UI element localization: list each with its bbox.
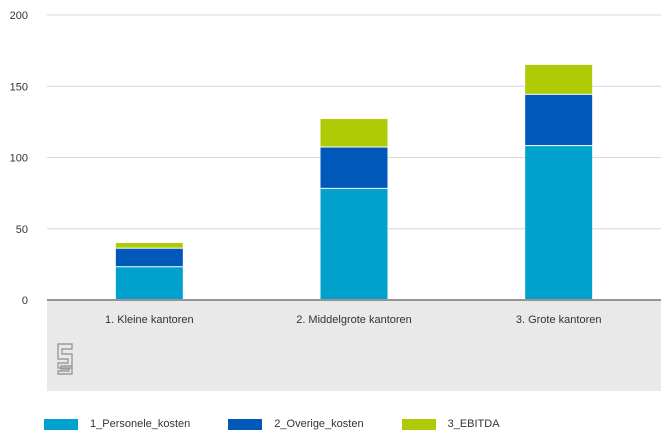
y-tick-label: 100	[10, 153, 28, 165]
legend-item-3: 3_EBITDA	[401, 418, 500, 430]
bar-segment-2	[525, 94, 593, 146]
bar-segment-1	[115, 267, 183, 299]
legend-label: 2_Overige_kosten	[274, 418, 364, 430]
bar-segment-3	[320, 119, 388, 147]
legend-swatch	[401, 418, 436, 430]
y-tick-label: 0	[22, 295, 28, 307]
bar-segment-3	[115, 243, 183, 248]
legend-item-2: 2_Overige_kosten	[228, 418, 364, 430]
bar-segment-2	[115, 248, 183, 267]
bar-segment-1	[525, 146, 593, 299]
legend-swatch	[228, 418, 263, 430]
legend-swatch	[44, 418, 78, 430]
y-tick-label: 200	[10, 10, 28, 22]
bar-segment-1	[320, 188, 388, 299]
bars	[115, 64, 593, 299]
category-label: 2. Middelgrote kantoren	[296, 314, 412, 326]
legend: 1_Personele_kosten 2_Overige_kosten 3_EBIT…	[44, 418, 538, 430]
bar-segment-3	[525, 64, 593, 94]
y-tick-label: 50	[16, 224, 28, 236]
legend-item-1: 1_Personele_kosten	[44, 418, 190, 430]
category-axis-band	[47, 300, 661, 391]
cbs-logo-icon	[57, 343, 73, 375]
category-labels: 1. Kleine kantoren 2. Middelgrote kantore…	[105, 314, 601, 326]
y-axis-tick-labels: 0 50 100 150 200	[10, 10, 28, 307]
legend-label: 3_EBITDA	[447, 418, 500, 430]
category-label: 3. Grote kantoren	[516, 314, 602, 326]
bar-segment-2	[320, 147, 388, 188]
legend-label: 1_Personele_kosten	[90, 418, 191, 430]
category-label: 1. Kleine kantoren	[105, 314, 194, 326]
y-tick-label: 150	[10, 81, 28, 93]
cbs-logo-icon	[57, 343, 73, 375]
